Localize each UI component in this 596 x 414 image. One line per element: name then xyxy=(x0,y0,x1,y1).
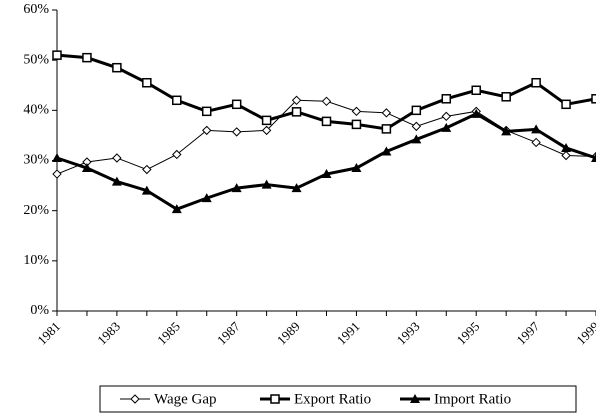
y-tick-label: 0% xyxy=(30,303,49,318)
marker xyxy=(261,179,272,189)
y-tick-label: 60% xyxy=(23,2,49,17)
marker xyxy=(471,108,482,118)
marker xyxy=(591,152,596,162)
marker xyxy=(201,193,212,203)
x-tick-label: 1999 xyxy=(573,319,596,348)
marker xyxy=(561,150,571,161)
marker xyxy=(441,122,452,132)
series-line xyxy=(56,112,596,211)
marker xyxy=(381,124,392,134)
marker xyxy=(52,169,62,179)
marker xyxy=(112,62,122,73)
x-tick-label: 1987 xyxy=(214,318,243,347)
marker xyxy=(501,126,512,136)
marker xyxy=(561,99,571,110)
marker xyxy=(172,149,182,160)
y-tick-label: 40% xyxy=(23,103,49,118)
marker xyxy=(351,163,362,173)
marker xyxy=(321,96,332,107)
marker xyxy=(141,185,152,195)
series-line xyxy=(56,99,596,175)
marker xyxy=(261,125,272,136)
marker xyxy=(142,77,152,88)
marker xyxy=(411,105,422,116)
x-tick-label: 1989 xyxy=(274,319,303,348)
marker xyxy=(291,107,302,117)
y-tick-label: 50% xyxy=(23,52,49,67)
legend-marker xyxy=(270,394,280,404)
legend-label: Import Ratio xyxy=(434,391,511,407)
marker xyxy=(321,116,332,127)
x-tick-label: 1985 xyxy=(154,319,183,348)
marker xyxy=(52,152,62,162)
marker xyxy=(321,169,332,179)
marker xyxy=(531,137,541,148)
marker xyxy=(81,163,92,173)
marker xyxy=(381,146,392,156)
marker xyxy=(411,134,422,144)
marker xyxy=(561,142,572,152)
x-tick-label: 1995 xyxy=(453,319,482,348)
x-tick-label: 1991 xyxy=(334,319,363,348)
marker xyxy=(291,95,302,106)
y-tick-label: 10% xyxy=(23,253,49,268)
x-tick-label: 1997 xyxy=(513,318,542,347)
marker xyxy=(591,94,596,104)
marker xyxy=(112,153,122,163)
marker xyxy=(471,85,481,96)
legend-marker xyxy=(410,394,420,403)
marker xyxy=(142,164,152,175)
marker xyxy=(202,125,212,136)
marker xyxy=(531,124,542,134)
marker xyxy=(411,121,422,132)
marker xyxy=(351,106,362,117)
legend-marker xyxy=(130,394,140,404)
marker xyxy=(82,52,92,63)
marker xyxy=(501,92,511,102)
legend-label: Export Ratio xyxy=(294,391,371,407)
marker xyxy=(351,119,362,130)
marker xyxy=(111,176,122,186)
marker xyxy=(291,183,302,193)
marker xyxy=(531,77,541,88)
legend-label: Wage Gap xyxy=(154,391,217,407)
legend-box xyxy=(99,385,577,413)
y-tick-label: 20% xyxy=(23,203,49,218)
marker xyxy=(441,94,452,104)
marker xyxy=(261,115,272,126)
x-tick-label: 1993 xyxy=(394,319,423,348)
marker xyxy=(171,204,182,214)
marker xyxy=(172,95,182,106)
x-tick-label: 1983 xyxy=(94,319,123,348)
marker xyxy=(441,111,451,122)
marker xyxy=(52,50,62,60)
marker xyxy=(231,127,242,137)
marker xyxy=(231,99,242,110)
y-tick-label: 30% xyxy=(23,153,49,168)
marker xyxy=(381,108,392,118)
marker xyxy=(201,106,212,117)
x-tick-label: 1981 xyxy=(34,319,63,348)
marker xyxy=(231,183,242,193)
